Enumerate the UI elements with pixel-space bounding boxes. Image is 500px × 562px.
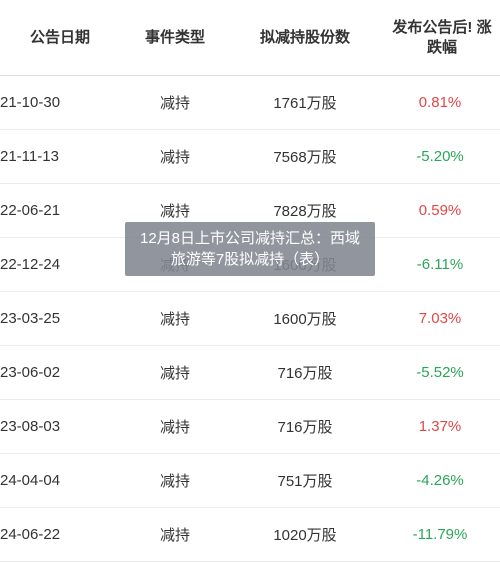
cell-date: 22-12-24 <box>0 238 120 292</box>
col-header-shares[interactable]: 拟减持股份数 <box>230 0 380 76</box>
cell-change: -11.79% <box>380 508 500 562</box>
cell-type: 减持 <box>120 508 230 562</box>
cell-date: 21-10-30 <box>0 76 120 130</box>
cell-type: 减持 <box>120 292 230 346</box>
table-body: 21-10-30减持1761万股0.81%21-11-13减持7568万股-5.… <box>0 76 500 562</box>
cell-change: 1.37% <box>380 400 500 454</box>
cell-type: 减持 <box>120 454 230 508</box>
table-header: 公告日期 事件类型 拟减持股份数 发布公告后! 涨跌幅 <box>0 0 500 76</box>
table-row[interactable]: 21-10-30减持1761万股0.81% <box>0 76 500 130</box>
cell-shares: 1600万股 <box>230 238 380 292</box>
cell-shares: 716万股 <box>230 400 380 454</box>
cell-date: 23-08-03 <box>0 400 120 454</box>
cell-change: -5.20% <box>380 130 500 184</box>
cell-shares: 1020万股 <box>230 508 380 562</box>
table-row[interactable]: 22-12-24减持1600万股-6.11% <box>0 238 500 292</box>
cell-shares: 751万股 <box>230 454 380 508</box>
cell-date: 21-11-13 <box>0 130 120 184</box>
cell-change: -6.11% <box>380 238 500 292</box>
cell-change: 7.03% <box>380 292 500 346</box>
cell-change: -4.26% <box>380 454 500 508</box>
cell-date: 23-03-25 <box>0 292 120 346</box>
table-row[interactable]: 21-11-13减持7568万股-5.20% <box>0 130 500 184</box>
cell-type: 减持 <box>120 238 230 292</box>
cell-change: -5.52% <box>380 346 500 400</box>
cell-shares: 1600万股 <box>230 292 380 346</box>
cell-type: 减持 <box>120 184 230 238</box>
col-header-change[interactable]: 发布公告后! 涨跌幅 <box>380 0 500 76</box>
table-row[interactable]: 23-03-25减持1600万股7.03% <box>0 292 500 346</box>
col-header-date[interactable]: 公告日期 <box>0 0 120 76</box>
cell-type: 减持 <box>120 130 230 184</box>
table-row[interactable]: 24-04-04减持751万股-4.26% <box>0 454 500 508</box>
cell-date: 22-06-21 <box>0 184 120 238</box>
cell-shares: 7828万股 <box>230 184 380 238</box>
cell-shares: 1761万股 <box>230 76 380 130</box>
table-row[interactable]: 23-08-03减持716万股1.37% <box>0 400 500 454</box>
cell-change: 0.59% <box>380 184 500 238</box>
cell-shares: 716万股 <box>230 346 380 400</box>
table-row[interactable]: 23-06-02减持716万股-5.52% <box>0 346 500 400</box>
cell-type: 减持 <box>120 400 230 454</box>
cell-type: 减持 <box>120 346 230 400</box>
cell-date: 24-06-22 <box>0 508 120 562</box>
cell-shares: 7568万股 <box>230 130 380 184</box>
cell-type: 减持 <box>120 76 230 130</box>
cell-change: 0.81% <box>380 76 500 130</box>
col-header-type[interactable]: 事件类型 <box>120 0 230 76</box>
cell-date: 23-06-02 <box>0 346 120 400</box>
reduction-table: 公告日期 事件类型 拟减持股份数 发布公告后! 涨跌幅 21-10-30减持17… <box>0 0 500 562</box>
table-row[interactable]: 22-06-21减持7828万股0.59% <box>0 184 500 238</box>
cell-date: 24-04-04 <box>0 454 120 508</box>
table-row[interactable]: 24-06-22减持1020万股-11.79% <box>0 508 500 562</box>
